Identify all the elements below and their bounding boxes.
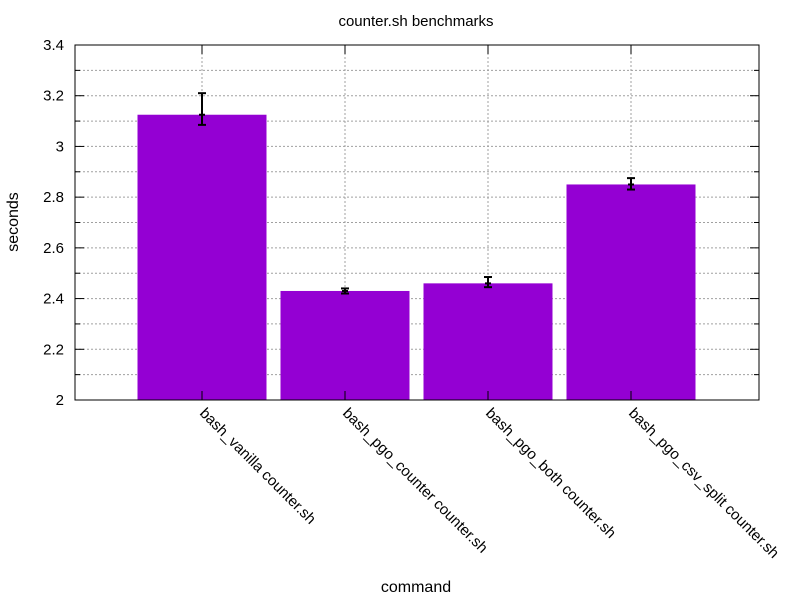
- x-tick-label: bash_pgo_both counter.sh: [482, 405, 619, 542]
- bars: [137, 114, 696, 400]
- bar: [566, 184, 696, 400]
- x-tick-label: bash_pgo_counter counter.sh: [339, 405, 491, 557]
- y-tick-label: 2.4: [43, 291, 64, 308]
- bar: [137, 114, 267, 400]
- y-tick-label: 2.2: [43, 341, 64, 358]
- y-axis-title: seconds: [5, 192, 22, 252]
- error-bars: [198, 92, 635, 295]
- error-bar: [484, 276, 492, 289]
- y-axis: 2 2.2 2.4 2.6 2.8 3 3.2 3.4: [43, 37, 759, 409]
- bar: [280, 290, 410, 400]
- error-bar: [198, 92, 206, 126]
- y-tick-label: 2.8: [43, 189, 64, 206]
- x-tick-label: bash_pgo_csv_split counter.sh: [625, 405, 782, 562]
- error-bar: [627, 177, 635, 191]
- error-bar: [341, 287, 349, 295]
- bar: [423, 283, 553, 400]
- y-tick-label: 3.4: [43, 37, 64, 54]
- x-tick-label: bash_vanilla counter.sh: [196, 405, 319, 528]
- chart-title: counter.sh benchmarks: [338, 13, 493, 30]
- y-tick-label: 3.2: [43, 88, 64, 105]
- x-axis-title: command: [381, 579, 451, 596]
- y-tick-label: 2: [56, 392, 64, 409]
- y-tick-label: 2.6: [43, 240, 64, 257]
- y-tick-label: 3: [56, 138, 64, 155]
